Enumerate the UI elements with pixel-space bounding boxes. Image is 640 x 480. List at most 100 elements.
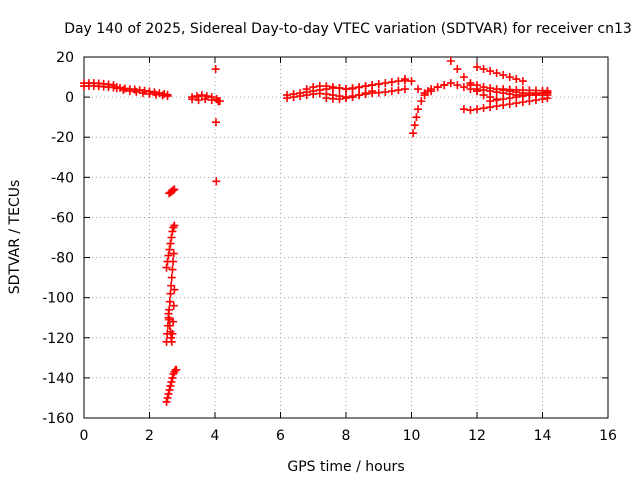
data-point — [479, 104, 488, 113]
series-drop-d — [162, 365, 181, 406]
data-point — [162, 397, 171, 406]
data-point — [328, 83, 337, 92]
series-evening-3 — [302, 80, 383, 94]
data-point — [355, 91, 364, 100]
data-point — [361, 82, 370, 91]
data-point — [167, 377, 176, 386]
data-point — [412, 113, 421, 122]
data-point — [322, 82, 331, 91]
data-point — [132, 87, 141, 96]
data-point — [410, 121, 419, 130]
data-point — [170, 221, 179, 230]
data-point — [414, 85, 423, 94]
data-point — [492, 96, 501, 105]
data-point — [440, 81, 449, 90]
data-point — [302, 85, 311, 94]
data-point — [473, 63, 481, 72]
data-point — [170, 285, 179, 294]
data-point — [453, 65, 462, 74]
data-point — [459, 105, 468, 114]
data-point — [499, 95, 508, 104]
gridlines — [84, 57, 608, 418]
data-point — [165, 385, 174, 394]
series-night-8 — [486, 88, 552, 106]
data-point — [342, 85, 350, 94]
data-point — [374, 80, 383, 89]
data-point — [361, 89, 370, 98]
data-point — [211, 65, 220, 74]
x-tick-label: 2 — [145, 428, 154, 444]
data-point — [446, 79, 455, 88]
x-tick-label: 8 — [342, 428, 351, 444]
series-drop-c — [164, 285, 179, 346]
data-point — [479, 83, 488, 92]
data-point — [473, 81, 481, 90]
data-point — [459, 73, 468, 82]
data-point — [518, 77, 527, 86]
data-point — [417, 97, 426, 106]
data-point — [453, 81, 462, 90]
data-point — [420, 91, 429, 100]
data-point — [166, 239, 175, 248]
y-tick-label: 0 — [65, 90, 74, 106]
y-tick-label: -120 — [42, 331, 74, 347]
data-point — [368, 87, 377, 96]
data-point — [168, 329, 177, 338]
data-point — [167, 233, 176, 242]
data-point — [145, 89, 154, 98]
data-point — [164, 389, 173, 398]
series-drop-b — [162, 221, 179, 272]
data-point — [207, 96, 216, 105]
y-tick-label: 20 — [56, 50, 74, 66]
data-point — [409, 129, 418, 138]
data-point — [427, 85, 436, 94]
data-point — [119, 85, 128, 94]
data-point — [296, 92, 305, 101]
x-tick-label: 6 — [276, 428, 285, 444]
y-tick-label: -20 — [51, 130, 74, 146]
series-outliers-4h — [211, 65, 221, 186]
data-point — [486, 67, 495, 76]
data-point — [170, 185, 179, 194]
data-point — [169, 317, 178, 326]
data-point — [381, 88, 390, 97]
data-point — [505, 94, 514, 103]
data-point — [335, 95, 344, 104]
data-point — [192, 92, 201, 101]
y-tick-label: -140 — [42, 371, 74, 387]
data-point — [163, 92, 172, 101]
data-point — [283, 94, 292, 103]
data-point — [387, 78, 396, 87]
data-point — [387, 87, 396, 96]
series-drop-e — [165, 185, 179, 198]
data-point — [169, 301, 178, 310]
data-point — [197, 91, 206, 100]
series-night-1 — [400, 75, 481, 98]
data-point — [125, 87, 134, 96]
y-tick-label: -60 — [51, 210, 74, 226]
data-point — [165, 297, 174, 306]
data-point — [168, 265, 177, 274]
x-tick-label: 16 — [599, 428, 617, 444]
data-point — [512, 75, 521, 84]
series-night-4 — [473, 63, 527, 86]
data-point — [309, 83, 318, 92]
data-point — [505, 73, 514, 82]
data-point — [289, 93, 298, 102]
data-point — [446, 57, 455, 66]
data-point — [167, 337, 176, 346]
series-night-9 — [499, 85, 552, 95]
data-point — [355, 83, 364, 92]
data-point — [138, 89, 147, 98]
data-point — [201, 95, 210, 104]
data-point — [164, 251, 173, 260]
chart-title: Day 140 of 2025, Sidereal Day-to-day VTE… — [64, 21, 632, 37]
data-point — [194, 96, 203, 105]
data-point — [466, 79, 475, 88]
data-point — [512, 93, 521, 102]
x-axis-label: GPS time / hours — [287, 459, 404, 475]
data-point — [492, 69, 501, 78]
data-point — [212, 95, 221, 104]
data-points — [80, 57, 552, 406]
x-tick-label: 0 — [80, 428, 89, 444]
